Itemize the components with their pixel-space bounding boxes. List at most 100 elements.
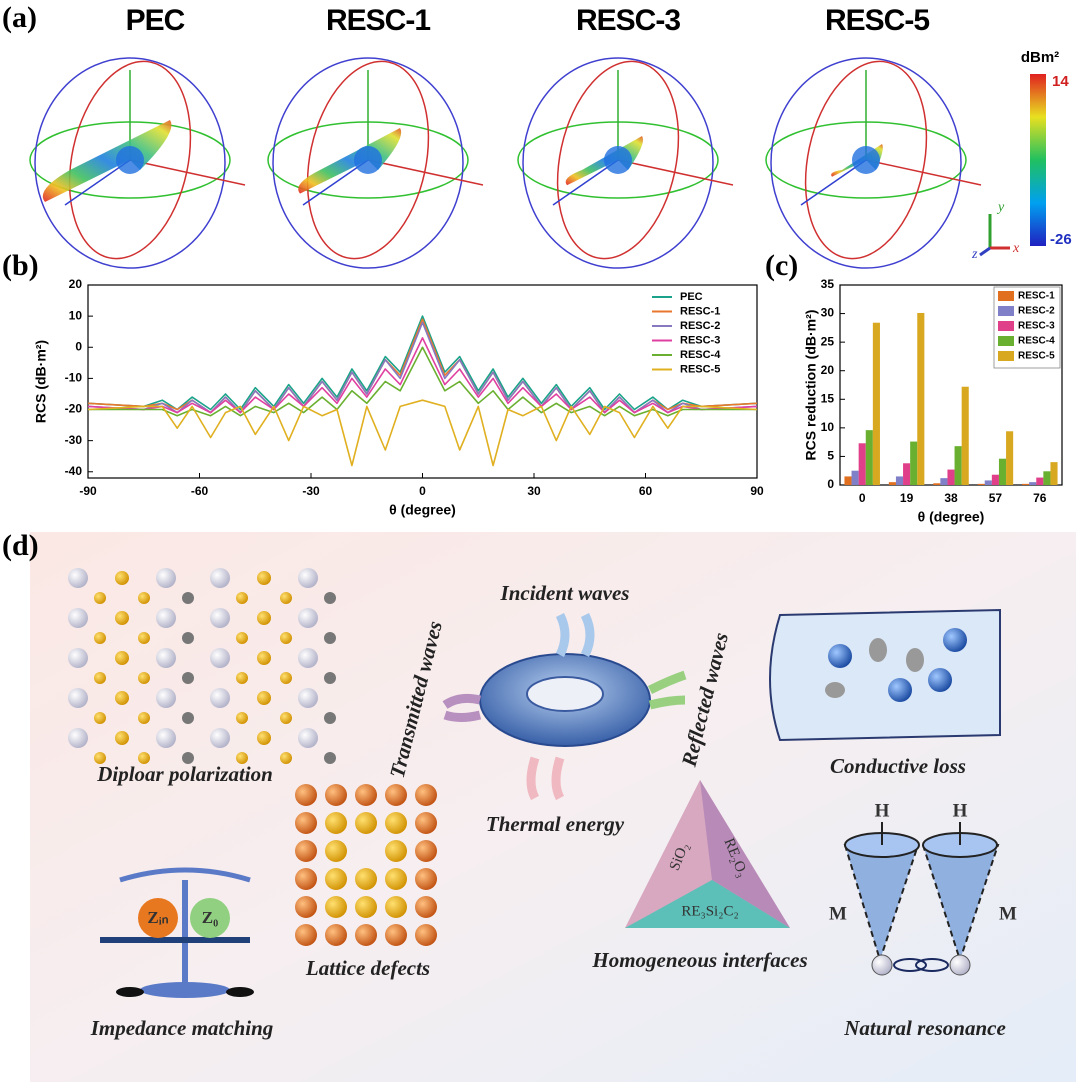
atom <box>295 924 317 946</box>
sphere-title: RESC-3 <box>576 4 680 37</box>
axis <box>129 159 246 186</box>
y-tick-label: 20 <box>69 277 83 291</box>
bar <box>984 480 992 485</box>
atom <box>355 896 377 918</box>
atom <box>182 752 194 764</box>
atom <box>280 672 292 684</box>
atom <box>295 896 317 918</box>
atom <box>295 840 317 862</box>
atom <box>156 728 176 748</box>
x-tick-label: 90 <box>750 484 764 498</box>
bar <box>903 463 911 485</box>
axis-triad <box>979 214 1010 257</box>
atom <box>298 608 318 628</box>
atom <box>68 688 88 708</box>
atom <box>94 592 106 604</box>
atom <box>182 712 194 724</box>
atom <box>355 812 377 834</box>
atom <box>210 608 230 628</box>
mechanism-label: Diploar polarization <box>96 762 273 786</box>
mechanism-label: Conductive loss <box>830 754 966 778</box>
x-tick-label: 19 <box>900 491 914 505</box>
y-tick-label: 35 <box>821 277 835 291</box>
atom <box>236 592 248 604</box>
atom <box>94 632 106 644</box>
legend-label: RESC-5 <box>1018 351 1055 362</box>
legend-swatch <box>998 291 1014 301</box>
series-line <box>87 318 758 414</box>
atom <box>182 672 194 684</box>
bar <box>917 313 925 485</box>
mechanism-label: Homogeneous interfaces <box>591 948 807 972</box>
y-axis-label: RCS reduction (dB·m²) <box>803 310 819 461</box>
atom <box>156 648 176 668</box>
atom <box>210 688 230 708</box>
legend-label: RESC-3 <box>680 334 720 346</box>
y-tick-label: -40 <box>65 464 83 478</box>
legend-swatch <box>998 306 1014 316</box>
bar <box>858 443 866 485</box>
atom <box>355 868 377 890</box>
x-tick-label: -60 <box>191 484 209 498</box>
y-tick-label: 10 <box>69 308 83 322</box>
y-axis-label: RCS (dB·m²) <box>33 340 49 423</box>
atom <box>182 592 194 604</box>
atom <box>385 812 407 834</box>
atom <box>280 632 292 644</box>
atom <box>415 868 437 890</box>
atom <box>68 648 88 668</box>
atom <box>324 712 336 724</box>
legend-label: RESC-2 <box>1018 306 1055 317</box>
legend-label: RESC-1 <box>680 305 720 317</box>
atom <box>68 608 88 628</box>
bar <box>1029 482 1037 485</box>
atom <box>280 592 292 604</box>
sphere-title: PEC <box>126 4 185 37</box>
bar <box>977 483 985 485</box>
atom <box>325 812 347 834</box>
atom <box>210 648 230 668</box>
atom <box>156 688 176 708</box>
x-axis-label: θ (degree) <box>918 509 985 525</box>
y-tick-label: 0 <box>75 339 82 353</box>
atom <box>385 868 407 890</box>
mechanism-label: Thermal energy <box>486 812 625 836</box>
y-tick-label: 0 <box>827 477 834 491</box>
bar <box>954 446 962 485</box>
sphere-title: RESC-1 <box>326 4 430 37</box>
atom <box>295 812 317 834</box>
atom <box>355 784 377 806</box>
atom <box>415 924 437 946</box>
atom <box>298 728 318 748</box>
symbol: Zᵢₙ <box>147 908 168 927</box>
legend-label: RESC-4 <box>680 349 721 361</box>
atom <box>415 784 437 806</box>
atom <box>415 812 437 834</box>
atom <box>355 924 377 946</box>
axis <box>617 159 734 186</box>
colorbar <box>1030 74 1046 246</box>
scatter-core <box>116 146 144 174</box>
bar <box>895 476 904 485</box>
atom <box>385 924 407 946</box>
mechanism-label: Impedance matching <box>90 1016 274 1040</box>
scatter-core <box>604 146 632 174</box>
symbol: Z₀ <box>202 908 218 927</box>
atom <box>298 568 318 588</box>
atom <box>257 691 271 705</box>
atom <box>115 571 129 585</box>
atom <box>182 632 194 644</box>
symbol: H <box>953 800 968 821</box>
atom <box>138 672 150 684</box>
atom <box>115 611 129 625</box>
atom <box>385 896 407 918</box>
atom <box>210 728 230 748</box>
scatter-lobe <box>42 120 172 202</box>
series-line <box>88 346 757 417</box>
symbol: M <box>999 903 1017 924</box>
legend-swatch <box>998 321 1014 331</box>
atom <box>415 896 437 918</box>
legend-label: RESC-3 <box>1018 321 1055 332</box>
atom <box>324 672 336 684</box>
